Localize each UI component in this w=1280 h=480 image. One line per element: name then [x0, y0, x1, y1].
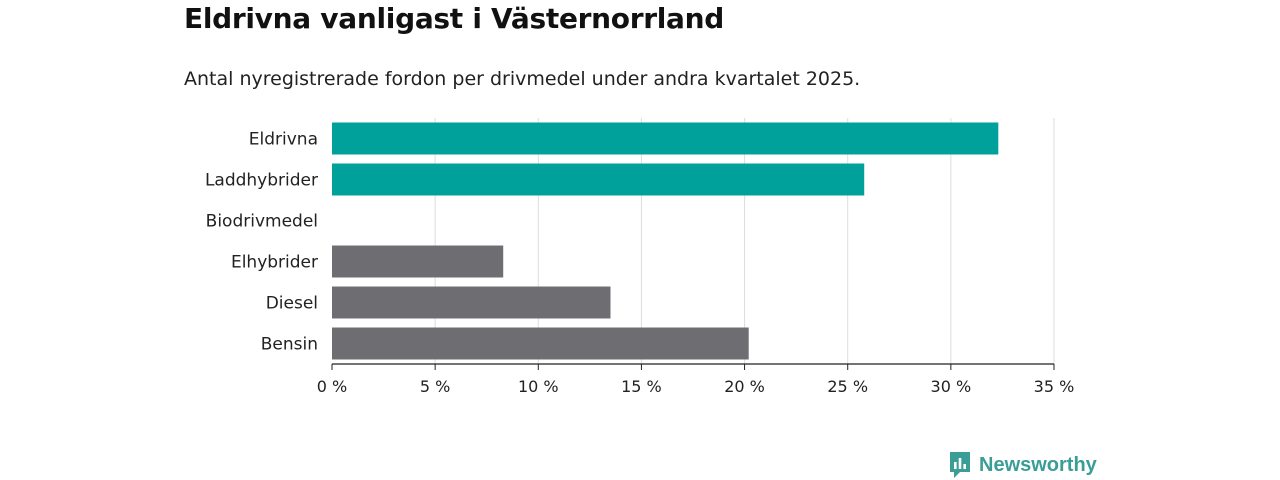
bar-bensin	[332, 327, 749, 360]
category-label: Bensin	[261, 335, 318, 355]
x-tick-label: 25 %	[827, 377, 868, 396]
category-label: Elhybrider	[231, 253, 318, 273]
chart-title: Eldrivna vanligast i Västernorrland	[184, 2, 724, 35]
bar-eldrivna	[332, 122, 999, 155]
chart-subtitle: Antal nyregistrerade fordon per drivmede…	[184, 68, 861, 90]
x-tick-label: 35 %	[1034, 377, 1075, 396]
category-label: Eldrivna	[249, 130, 318, 150]
bar-diesel	[332, 286, 611, 319]
x-tick-label: 30 %	[931, 377, 972, 396]
x-tick-label: 5 %	[420, 377, 450, 396]
newsworthy-logo-icon	[950, 452, 970, 478]
x-tick-label: 10 %	[518, 377, 559, 396]
category-label: Biodrivmedel	[206, 212, 318, 232]
bar-elhybrider	[332, 245, 504, 278]
x-tick-label: 0 %	[317, 377, 347, 396]
category-label: Diesel	[266, 294, 318, 314]
x-tick-label: 15 %	[621, 377, 662, 396]
category-label: Laddhybrider	[205, 171, 318, 191]
brand-name: Newsworthy	[979, 453, 1097, 476]
bar-chart: Eldrivna Laddhybrider Biodrivmedel Elhybrid…	[205, 118, 1075, 396]
x-tick-label: 20 %	[724, 377, 765, 396]
bar-laddhybrider	[332, 163, 865, 196]
brand-logo[interactable]: Newsworthy	[948, 450, 1097, 480]
